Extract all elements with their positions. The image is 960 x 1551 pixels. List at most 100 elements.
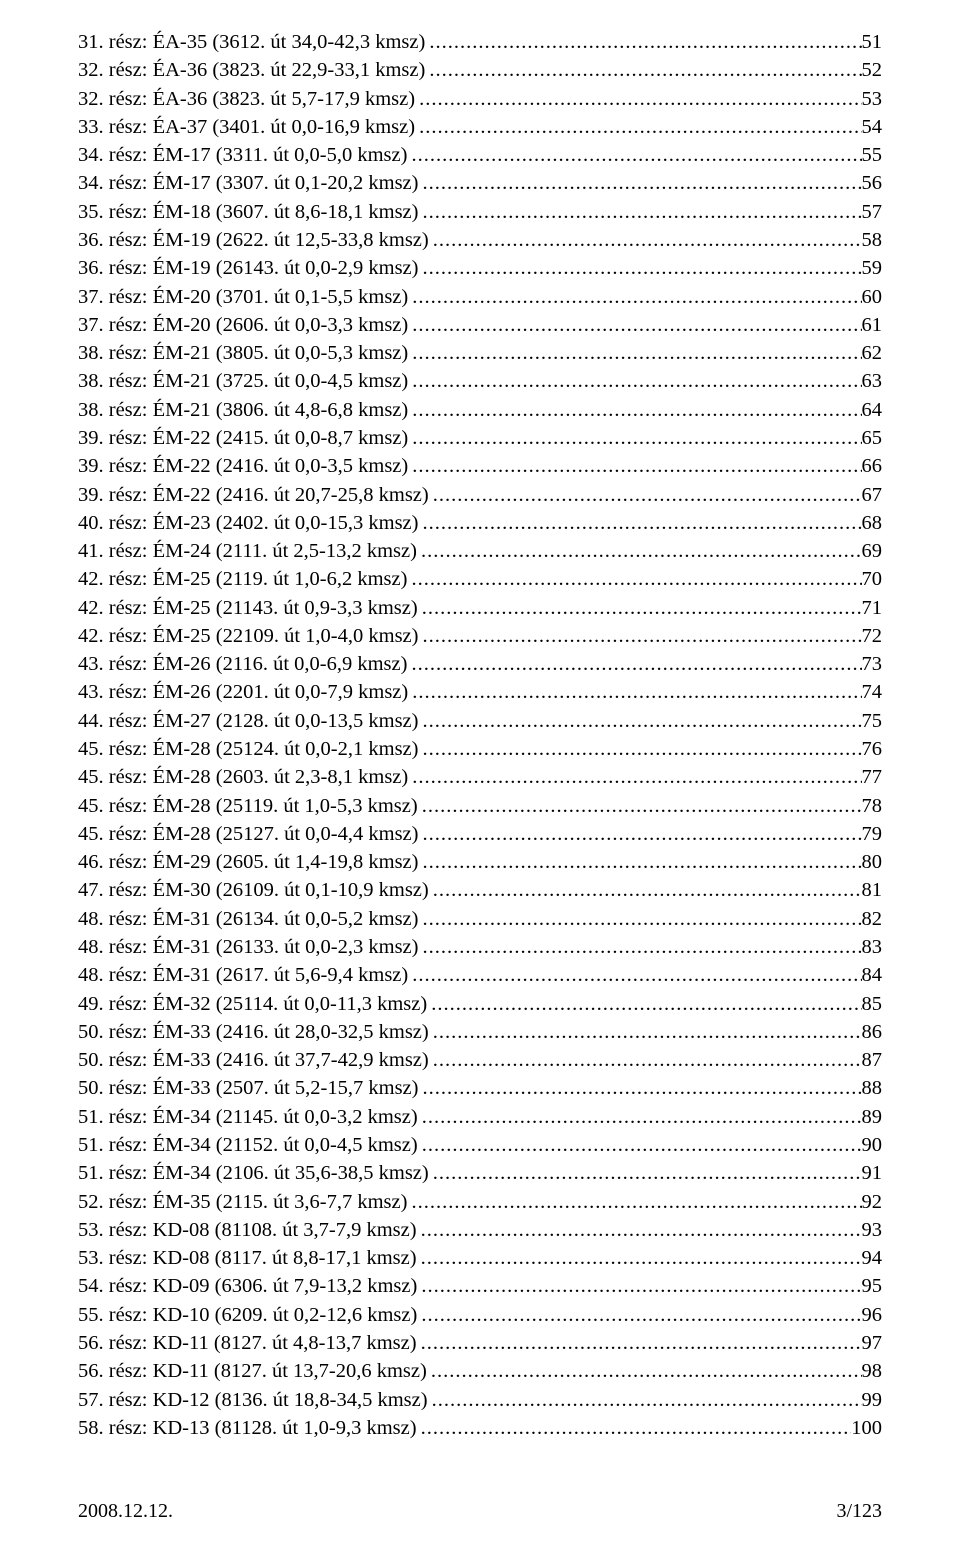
toc-dot-leader — [425, 56, 861, 84]
toc-entry: 41. rész: ÉM-24 (2111. út 2,5-13,2 kmsz)… — [78, 537, 882, 565]
toc-entry-label: 48. rész: ÉM-31 (26133. út 0,0-2,3 kmsz) — [78, 933, 418, 961]
toc-entry-page: 91 — [862, 1159, 883, 1187]
toc-dot-leader — [418, 735, 861, 763]
toc-entry-page: 74 — [862, 678, 883, 706]
toc-entry-label: 32. rész: ÉA-36 (3823. út 5,7-17,9 kmsz) — [78, 85, 415, 113]
toc-entry-page: 56 — [862, 169, 883, 197]
toc-entry-page: 61 — [862, 311, 883, 339]
toc-entry: 35. rész: ÉM-18 (3607. út 8,6-18,1 kmsz)… — [78, 198, 882, 226]
toc-dot-leader — [408, 339, 861, 367]
toc-dot-leader — [417, 1244, 862, 1272]
toc-entry: 34. rész: ÉM-17 (3307. út 0,1-20,2 kmsz)… — [78, 169, 882, 197]
toc-entry-page: 57 — [862, 198, 883, 226]
toc-entry: 38. rész: ÉM-21 (3805. út 0,0-5,3 kmsz) … — [78, 339, 882, 367]
toc-dot-leader — [417, 1216, 862, 1244]
toc-entry-page: 72 — [862, 622, 883, 650]
toc-entry-page: 98 — [862, 1357, 883, 1385]
toc-entry: 45. rész: ÉM-28 (25119. út 1,0-5,3 kmsz)… — [78, 792, 882, 820]
toc-entry-label: 42. rész: ÉM-25 (22109. út 1,0-4,0 kmsz) — [78, 622, 418, 650]
toc-entry: 58. rész: KD-13 (81128. út 1,0-9,3 kmsz)… — [78, 1414, 882, 1442]
toc-entry: 55. rész: KD-10 (6209. út 0,2-12,6 kmsz)… — [78, 1301, 882, 1329]
toc-entry: 43. rész: ÉM-26 (2201. út 0,0-7,9 kmsz) … — [78, 678, 882, 706]
toc-dot-leader — [428, 1386, 862, 1414]
toc-dot-leader — [408, 961, 861, 989]
toc-dot-leader — [429, 1046, 862, 1074]
toc-entry-label: 51. rész: ÉM-34 (21145. út 0,0-3,2 kmsz) — [78, 1103, 418, 1131]
toc-entry: 52. rész: ÉM-35 (2115. út 3,6-7,7 kmsz) … — [78, 1188, 882, 1216]
toc-entry: 39. rész: ÉM-22 (2416. út 0,0-3,5 kmsz) … — [78, 452, 882, 480]
toc-entry-label: 43. rész: ÉM-26 (2201. út 0,0-7,9 kmsz) — [78, 678, 408, 706]
toc-entry: 56. rész: KD-11 (8127. út 4,8-13,7 kmsz)… — [78, 1329, 882, 1357]
toc-entry-label: 38. rész: ÉM-21 (3806. út 4,8-6,8 kmsz) — [78, 396, 408, 424]
toc-entry-label: 36. rész: ÉM-19 (26143. út 0,0-2,9 kmsz) — [78, 254, 418, 282]
toc-entry: 36. rész: ÉM-19 (2622. út 12,5-33,8 kmsz… — [78, 226, 882, 254]
toc-entry: 45. rész: ÉM-28 (2603. út 2,3-8,1 kmsz) … — [78, 763, 882, 791]
toc-entry-page: 90 — [862, 1131, 883, 1159]
toc-dot-leader — [408, 283, 861, 311]
toc-entry: 42. rész: ÉM-25 (22109. út 1,0-4,0 kmsz)… — [78, 622, 882, 650]
toc-entry: 49. rész: ÉM-32 (25114. út 0,0-11,3 kmsz… — [78, 990, 882, 1018]
toc-dot-leader — [415, 85, 861, 113]
toc-dot-leader — [408, 396, 861, 424]
toc-entry-label: 31. rész: ÉA-35 (3612. út 34,0-42,3 kmsz… — [78, 28, 425, 56]
toc-dot-leader — [408, 367, 861, 395]
toc-entry-page: 99 — [862, 1386, 883, 1414]
toc-entry-label: 38. rész: ÉM-21 (3725. út 0,0-4,5 kmsz) — [78, 367, 408, 395]
page-footer: 2008.12.12. 3/123 — [78, 1500, 882, 1523]
toc-entry: 42. rész: ÉM-25 (2119. út 1,0-6,2 kmsz) … — [78, 565, 882, 593]
toc-entry-label: 41. rész: ÉM-24 (2111. út 2,5-13,2 kmsz) — [78, 537, 417, 565]
toc-entry-page: 89 — [862, 1103, 883, 1131]
toc-entry: 38. rész: ÉM-21 (3806. út 4,8-6,8 kmsz) … — [78, 396, 882, 424]
toc-entry-label: 33. rész: ÉA-37 (3401. út 0,0-16,9 kmsz) — [78, 113, 415, 141]
toc-dot-leader — [415, 113, 861, 141]
toc-entry: 31. rész: ÉA-35 (3612. út 34,0-42,3 kmsz… — [78, 28, 882, 56]
toc-entry-page: 64 — [862, 396, 883, 424]
toc-entry-page: 70 — [862, 565, 883, 593]
toc-entry-page: 58 — [862, 226, 883, 254]
toc-entry-label: 54. rész: KD-09 (6306. út 7,9-13,2 kmsz) — [78, 1272, 417, 1300]
toc-entry-page: 53 — [862, 85, 883, 113]
toc-entry: 53. rész: KD-08 (8117. út 8,8-17,1 kmsz)… — [78, 1244, 882, 1272]
toc-entry-page: 71 — [862, 594, 883, 622]
table-of-contents: 31. rész: ÉA-35 (3612. út 34,0-42,3 kmsz… — [78, 28, 882, 1442]
toc-entry-label: 52. rész: ÉM-35 (2115. út 3,6-7,7 kmsz) — [78, 1188, 407, 1216]
toc-entry: 34. rész: ÉM-17 (3311. út 0,0-5,0 kmsz) … — [78, 141, 882, 169]
toc-entry-label: 42. rész: ÉM-25 (21143. út 0,9-3,3 kmsz) — [78, 594, 418, 622]
toc-dot-leader — [429, 481, 862, 509]
toc-entry-page: 77 — [862, 763, 883, 791]
toc-entry-page: 54 — [862, 113, 883, 141]
toc-entry-label: 57. rész: KD-12 (8136. út 18,8-34,5 kmsz… — [78, 1386, 428, 1414]
toc-dot-leader — [418, 254, 861, 282]
toc-entry-label: 45. rész: ÉM-28 (25127. út 0,0-4,4 kmsz) — [78, 820, 418, 848]
toc-dot-leader — [418, 848, 861, 876]
toc-dot-leader — [418, 707, 861, 735]
toc-entry-label: 37. rész: ÉM-20 (3701. út 0,1-5,5 kmsz) — [78, 283, 408, 311]
toc-dot-leader — [427, 1357, 862, 1385]
toc-entry-page: 52 — [862, 56, 883, 84]
toc-dot-leader — [417, 537, 862, 565]
toc-dot-leader — [418, 1103, 862, 1131]
toc-entry-page: 65 — [862, 424, 883, 452]
toc-dot-leader — [418, 905, 861, 933]
toc-dot-leader — [418, 933, 861, 961]
toc-entry: 42. rész: ÉM-25 (21143. út 0,9-3,3 kmsz)… — [78, 594, 882, 622]
toc-entry-page: 95 — [862, 1272, 883, 1300]
toc-entry-label: 58. rész: KD-13 (81128. út 1,0-9,3 kmsz) — [78, 1414, 417, 1442]
toc-entry-label: 36. rész: ÉM-19 (2622. út 12,5-33,8 kmsz… — [78, 226, 429, 254]
toc-entry: 32. rész: ÉA-36 (3823. út 22,9-33,1 kmsz… — [78, 56, 882, 84]
toc-dot-leader — [407, 650, 861, 678]
toc-entry-label: 35. rész: ÉM-18 (3607. út 8,6-18,1 kmsz) — [78, 198, 418, 226]
toc-entry-page: 96 — [862, 1301, 883, 1329]
toc-entry-label: 56. rész: KD-11 (8127. út 13,7-20,6 kmsz… — [78, 1357, 427, 1385]
toc-dot-leader — [418, 622, 861, 650]
toc-entry-page: 73 — [862, 650, 883, 678]
toc-entry-label: 32. rész: ÉA-36 (3823. út 22,9-33,1 kmsz… — [78, 56, 425, 84]
toc-entry-page: 78 — [862, 792, 883, 820]
toc-entry: 37. rész: ÉM-20 (3701. út 0,1-5,5 kmsz) … — [78, 283, 882, 311]
toc-entry-page: 82 — [862, 905, 883, 933]
toc-entry-page: 97 — [862, 1329, 883, 1357]
toc-entry-label: 50. rész: ÉM-33 (2507. út 5,2-15,7 kmsz) — [78, 1074, 418, 1102]
toc-entry-label: 47. rész: ÉM-30 (26109. út 0,1-10,9 kmsz… — [78, 876, 429, 904]
toc-entry-page: 59 — [862, 254, 883, 282]
toc-entry-page: 84 — [862, 961, 883, 989]
